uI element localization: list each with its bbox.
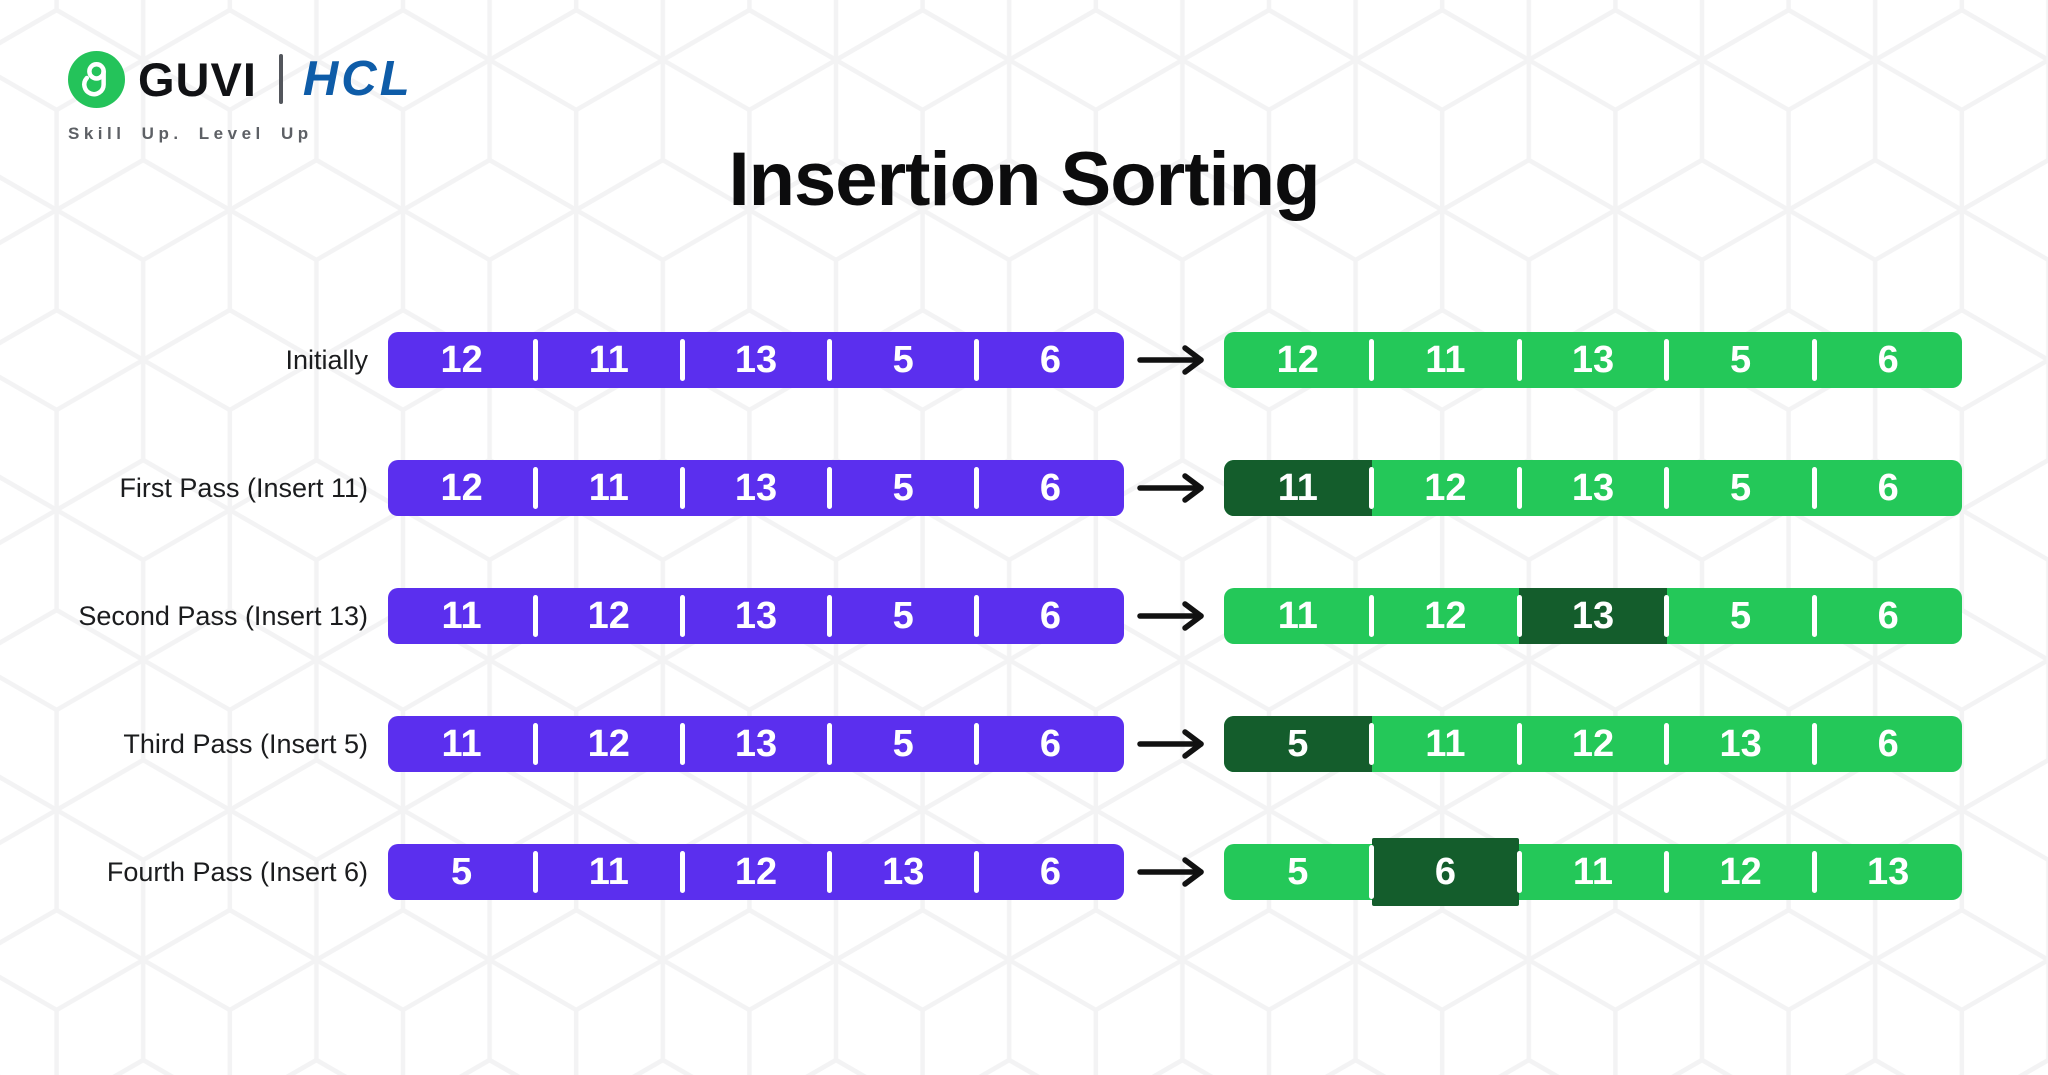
array-cell: 11 xyxy=(1369,716,1520,772)
array-cell: 6 xyxy=(1811,716,1962,772)
array-cell: 5 xyxy=(827,332,977,388)
array-cell: 5 xyxy=(1664,460,1815,516)
result-array: 5 11 12 13 6 xyxy=(1224,716,1962,772)
array-cell: 11 xyxy=(532,332,682,388)
array-cell: 13 xyxy=(679,332,829,388)
array-cell: 12 xyxy=(679,844,829,900)
array-cell: 12 xyxy=(440,467,483,509)
array-cell-inserted: 6 xyxy=(1369,838,1520,906)
unsorted-array: 12 11 13 5 6 xyxy=(388,332,1124,388)
array-cell: 6 xyxy=(974,460,1124,516)
insertion-sort-diagram: Initially 12 11 13 5 6 12 11 13 5 6 Firs… xyxy=(0,332,2048,972)
array-cell: 6 xyxy=(974,716,1124,772)
array-cell: 5 xyxy=(1287,851,1309,893)
arrow-right-icon xyxy=(1124,344,1224,376)
array-cell: 6 xyxy=(974,588,1124,644)
brand-tagline: Skill Up. Level Up xyxy=(68,124,313,143)
array-cell: 13 xyxy=(1516,460,1667,516)
result-array: 5 6 11 12 13 xyxy=(1224,838,1962,906)
array-cell: 5 xyxy=(1664,332,1815,388)
array-cell: 11 xyxy=(441,595,482,637)
array-cell: 6 xyxy=(974,332,1124,388)
array-cell: 13 xyxy=(679,588,829,644)
array-cell: 12 xyxy=(532,716,682,772)
array-cell: 13 xyxy=(1664,716,1815,772)
array-cell: 13 xyxy=(1811,844,1962,900)
arrow-right-icon xyxy=(1124,600,1224,632)
array-cell: 13 xyxy=(1516,332,1667,388)
array-cell: 5 xyxy=(827,588,977,644)
array-cell: 12 xyxy=(1369,588,1520,644)
result-array: 11 12 13 5 6 xyxy=(1224,460,1962,516)
array-cell: 11 xyxy=(1277,595,1318,637)
array-cell: 5 xyxy=(827,460,977,516)
array-cell: 12 xyxy=(1664,844,1815,900)
result-array: 12 11 13 5 6 xyxy=(1224,332,1962,388)
array-cell: 12 xyxy=(440,339,483,381)
unsorted-array: 5 11 12 13 6 xyxy=(388,844,1124,900)
array-cell: 11 xyxy=(532,844,682,900)
pass-label: Initially xyxy=(285,344,368,375)
array-cell: 12 xyxy=(1369,460,1520,516)
arrow-right-icon xyxy=(1124,472,1224,504)
array-cell-inserted: 5 xyxy=(1224,716,1372,772)
brand-header: GUVI HCL Skill Up. Level Up xyxy=(68,48,413,144)
array-cell-inserted: 13 xyxy=(1516,588,1667,644)
pass-row-second: Second Pass (Insert 13) 11 12 13 5 6 11 … xyxy=(0,588,2048,644)
result-array: 11 12 13 5 6 xyxy=(1224,588,1962,644)
array-cell: 6 xyxy=(1811,460,1962,516)
array-cell: 11 xyxy=(532,460,682,516)
array-cell: 11 xyxy=(441,723,482,765)
array-cell: 12 xyxy=(532,588,682,644)
unsorted-array: 11 12 13 5 6 xyxy=(388,588,1124,644)
pass-label: Second Pass (Insert 13) xyxy=(78,600,368,631)
array-cell: 5 xyxy=(1664,588,1815,644)
array-cell: 11 xyxy=(1369,332,1520,388)
array-cell-inserted: 11 xyxy=(1224,460,1372,516)
array-cell: 13 xyxy=(679,716,829,772)
guvi-wordmark: GUVI xyxy=(138,52,257,106)
hcl-wordmark: HCL xyxy=(302,52,413,106)
array-cell: 6 xyxy=(974,844,1124,900)
array-cell: 12 xyxy=(1276,339,1319,381)
pass-label: Fourth Pass (Insert 6) xyxy=(106,856,368,887)
array-cell: 13 xyxy=(827,844,977,900)
unsorted-array: 11 12 13 5 6 xyxy=(388,716,1124,772)
array-cell: 5 xyxy=(451,851,473,893)
unsorted-array: 12 11 13 5 6 xyxy=(388,460,1124,516)
array-cell: 5 xyxy=(827,716,977,772)
array-cell: 6 xyxy=(1811,588,1962,644)
pass-row-initially: Initially 12 11 13 5 6 12 11 13 5 6 xyxy=(0,332,2048,388)
brand-divider xyxy=(278,54,283,104)
array-cell: 12 xyxy=(1516,716,1667,772)
pass-label: Third Pass (Insert 5) xyxy=(123,728,368,759)
array-cell: 13 xyxy=(679,460,829,516)
pass-row-fourth: Fourth Pass (Insert 6) 5 11 12 13 6 5 6 … xyxy=(0,838,2048,906)
array-cell: 6 xyxy=(1811,332,1962,388)
guvi-logo-icon xyxy=(68,50,125,108)
array-cell: 11 xyxy=(1516,844,1667,900)
arrow-right-icon xyxy=(1124,856,1224,888)
page-title: Insertion Sorting xyxy=(728,137,1321,222)
arrow-right-icon xyxy=(1124,728,1224,760)
pass-row-third: Third Pass (Insert 5) 11 12 13 5 6 5 11 … xyxy=(0,716,2048,772)
pass-label: First Pass (Insert 11) xyxy=(119,472,368,503)
pass-row-first: First Pass (Insert 11) 12 11 13 5 6 11 1… xyxy=(0,460,2048,516)
